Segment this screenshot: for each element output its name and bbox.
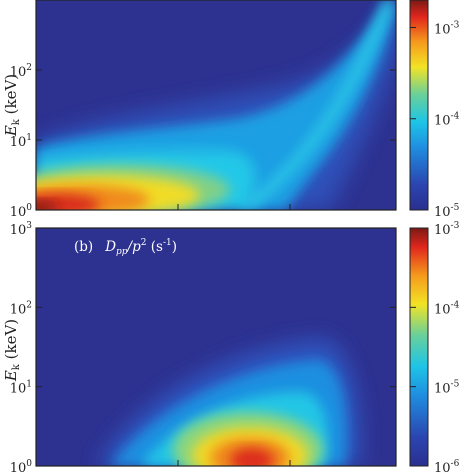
panel-b-ylabel: Ek (keV) <box>2 319 22 382</box>
panel-a-heatmap <box>36 0 396 210</box>
y-tick-label: 101 <box>10 380 32 397</box>
colorbar-tick-label: 10-5 <box>434 380 460 397</box>
panel-b-title: (b) Dpp/p2 (s-1) <box>74 238 177 257</box>
y-tick-label: 102 <box>10 300 32 317</box>
colorbar-tick-label: 10-4 <box>434 300 460 317</box>
panel-a-colorbar-ticks: 10-5 10-4 10-3 <box>410 20 460 220</box>
colorbar-tick-label: 10-3 <box>434 20 460 37</box>
panel-b-frame <box>35 227 397 467</box>
svg-text:Ek (keV): Ek (keV) <box>2 74 22 137</box>
y-tick-label: 100 <box>10 459 33 474</box>
panel-b: 100 101 102 103 (b) Dpp/p2 (s-1) Ek (keV) 10… <box>2 221 460 474</box>
y-tick-label: 103 <box>10 221 33 238</box>
colorbar-tick-label: 10-5 <box>434 203 460 220</box>
y-tick-label: 100 <box>10 203 33 220</box>
panel-a-colorbar <box>409 0 429 211</box>
y-tick-label: 102 <box>10 63 32 80</box>
panel-a-ylabel: Ek (keV) <box>2 74 22 137</box>
panel-b-red <box>230 448 274 466</box>
panel-b-colorbar-ticks: 10-6 10-5 10-4 10-3 <box>410 221 460 474</box>
svg-text:Ek (keV): Ek (keV) <box>2 319 22 382</box>
panel-a-ridge-line <box>246 0 395 209</box>
colorbar-tick-label: 10-4 <box>434 112 460 129</box>
panel-a-frame <box>35 0 397 211</box>
panel-a: 100 101 102 Ek (keV) 10-5 10-4 10-3 <box>2 0 460 220</box>
colorbar-tick-label: 10-6 <box>434 459 460 474</box>
panel-a-y-ticks: 100 101 102 <box>10 63 396 220</box>
colorbar-tick-label: 10-3 <box>434 221 460 238</box>
panel-a-darkred <box>36 201 58 210</box>
panel-b-y-ticks: 100 101 102 103 <box>10 221 396 474</box>
y-tick-label: 101 <box>10 133 32 150</box>
panel-b-heatmap <box>95 338 361 466</box>
panel-b-colorbar <box>409 227 429 467</box>
